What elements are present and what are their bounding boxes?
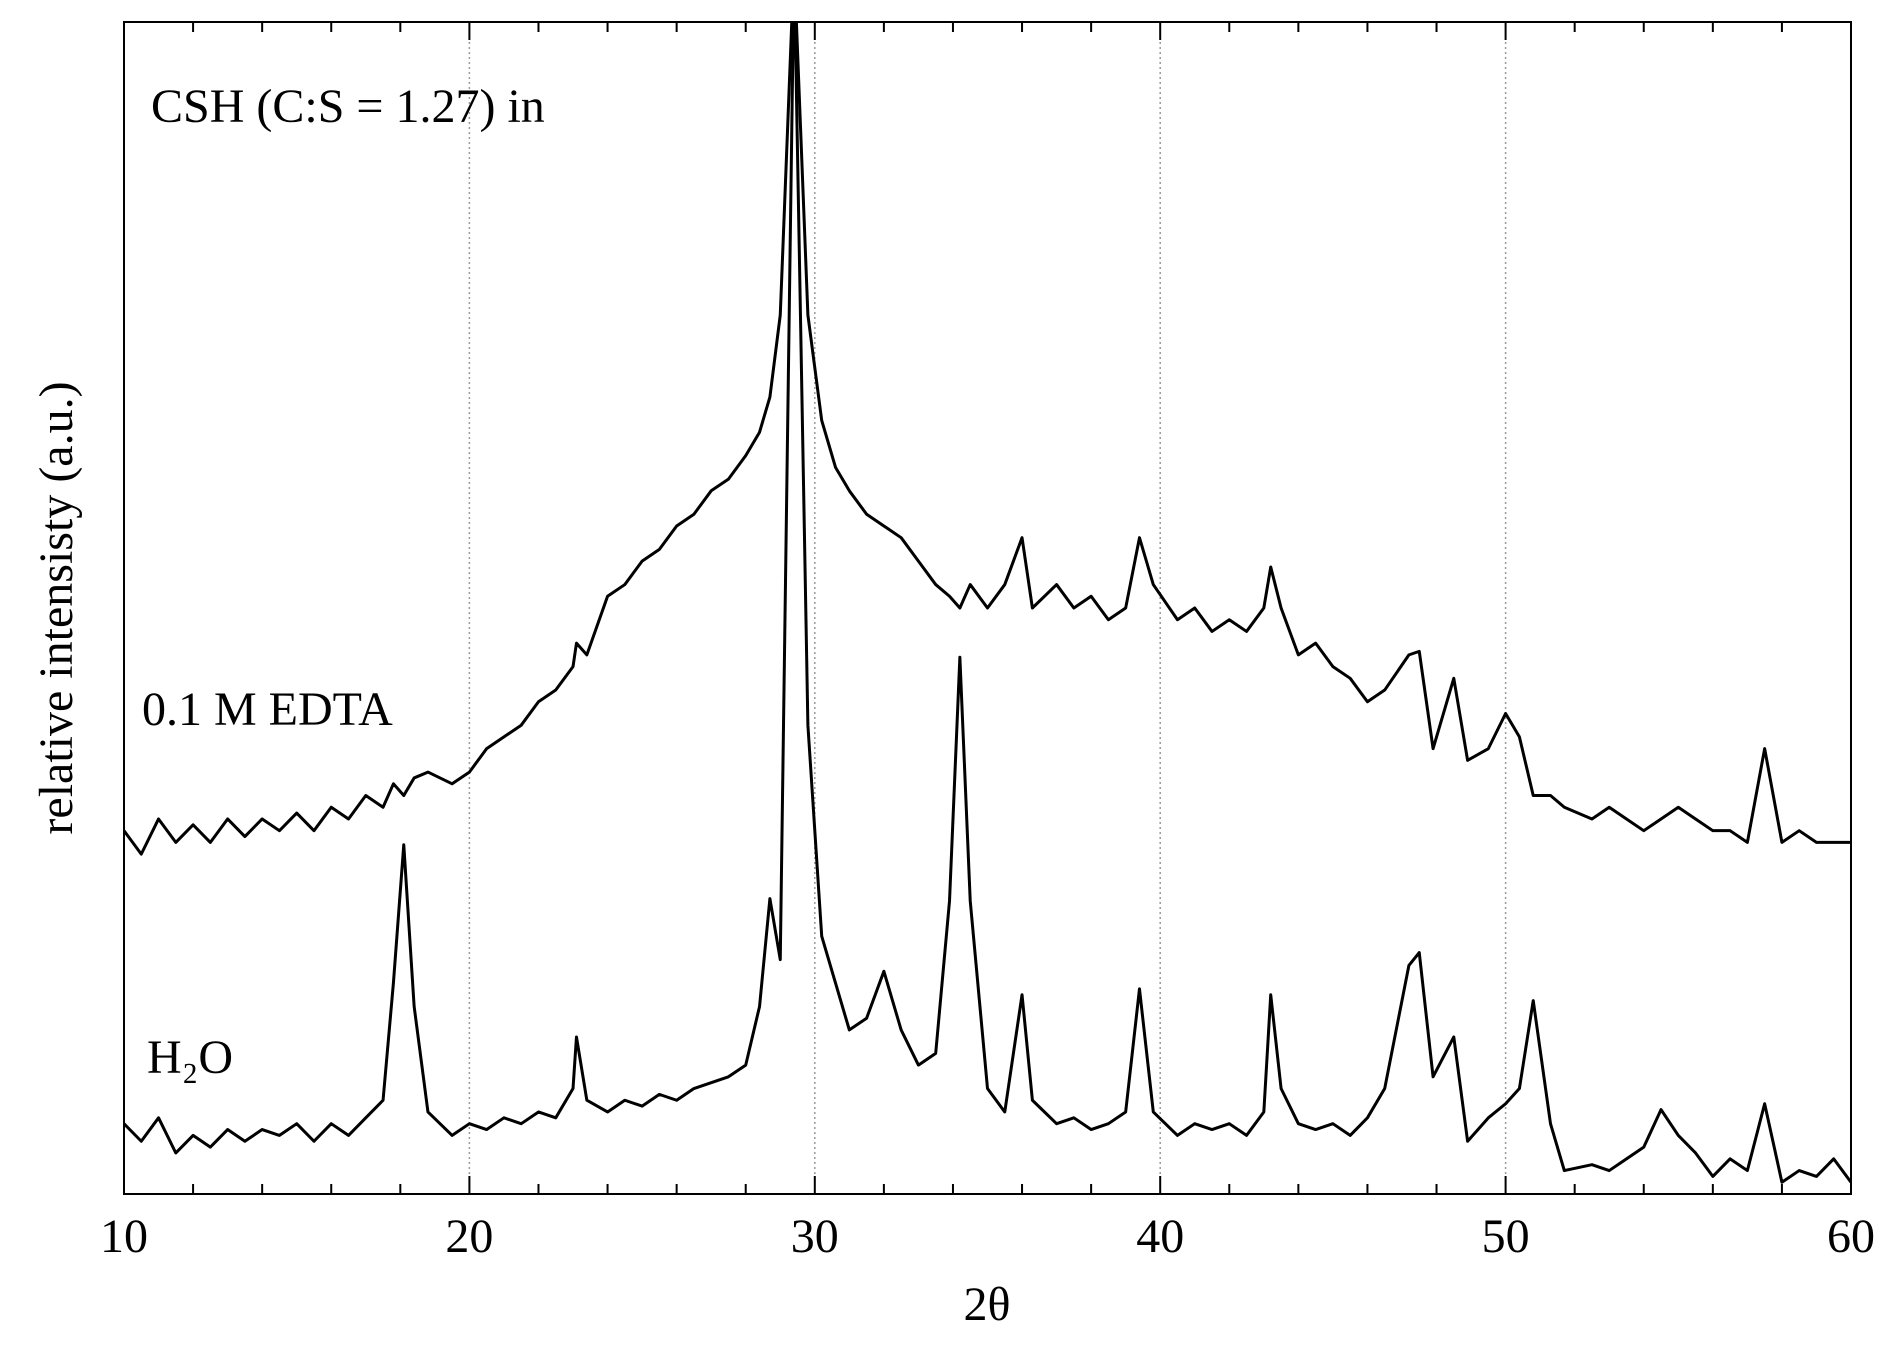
x-axis-label: 2θ bbox=[964, 1278, 1011, 1331]
x-tick-label: 10 bbox=[100, 1210, 148, 1263]
series-label: H₂O bbox=[147, 1031, 233, 1084]
plot-frame bbox=[123, 21, 1852, 1195]
annotation: CSH (C:S = 1.27) in bbox=[151, 80, 545, 133]
data-line bbox=[124, 22, 1851, 1184]
x-tick-label: 40 bbox=[1136, 1210, 1184, 1263]
series-label: 0.1 M EDTA bbox=[142, 683, 393, 736]
x-tick-label: 30 bbox=[791, 1210, 839, 1263]
x-tick-label: 60 bbox=[1827, 1210, 1875, 1263]
x-tick-label: 50 bbox=[1482, 1210, 1530, 1263]
y-axis-label: relative intensisty (a.u.) bbox=[30, 381, 83, 834]
plot-area bbox=[124, 22, 1851, 1184]
x-tick-label: 20 bbox=[445, 1210, 493, 1263]
ticks: 10 20 30 40 50 60 bbox=[100, 22, 1875, 1263]
data-line bbox=[124, 22, 1851, 856]
